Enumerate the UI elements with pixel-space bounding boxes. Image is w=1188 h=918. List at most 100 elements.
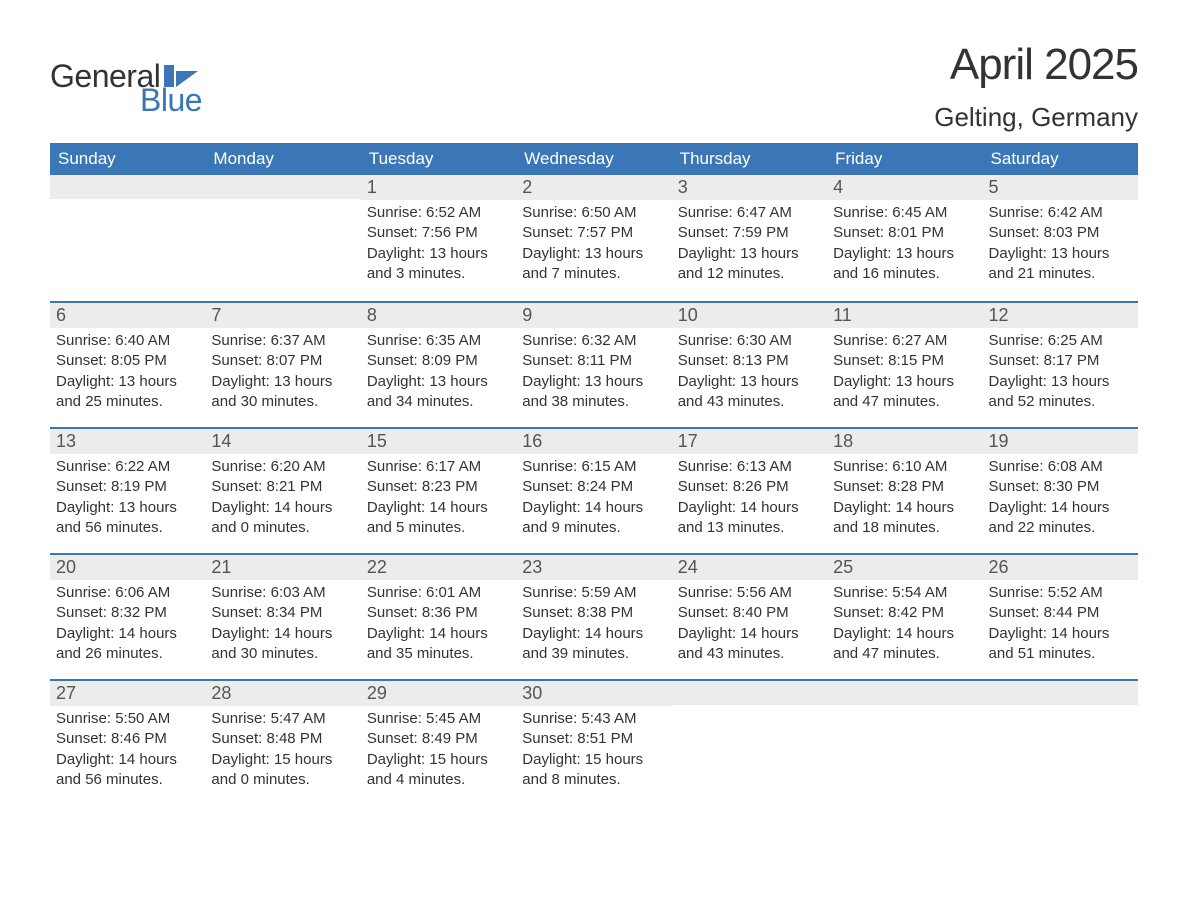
- day-number: 3: [672, 175, 827, 200]
- sunrise-text: Sunrise: 6:35 AM: [367, 331, 510, 351]
- day-number: 7: [205, 303, 360, 328]
- day-number: 5: [983, 175, 1138, 200]
- day-number: 19: [983, 429, 1138, 454]
- sunrise-text: Sunrise: 6:50 AM: [522, 203, 665, 223]
- sunrise-text: Sunrise: 5:47 AM: [211, 709, 354, 729]
- daylight-text: Daylight: 14 hours and 18 minutes.: [833, 498, 976, 539]
- sunset-text: Sunset: 8:03 PM: [989, 223, 1132, 243]
- day-header: Tuesday: [361, 143, 516, 175]
- sunset-text: Sunset: 8:05 PM: [56, 351, 199, 371]
- sunrise-text: Sunrise: 5:56 AM: [678, 583, 821, 603]
- day-header: Sunday: [50, 143, 205, 175]
- sunrise-text: Sunrise: 6:25 AM: [989, 331, 1132, 351]
- sunset-text: Sunset: 8:24 PM: [522, 477, 665, 497]
- day-number: 26: [983, 555, 1138, 580]
- day-cell: 3 Sunrise: 6:47 AMSunset: 7:59 PMDaylight…: [672, 175, 827, 301]
- day-number: 16: [516, 429, 671, 454]
- day-cell: 22Sunrise: 6:01 AMSunset: 8:36 PMDayligh…: [361, 555, 516, 679]
- daylight-text: Daylight: 14 hours and 9 minutes.: [522, 498, 665, 539]
- day-number: [672, 681, 827, 705]
- sunset-text: Sunset: 7:56 PM: [367, 223, 510, 243]
- day-cell: 21Sunrise: 6:03 AMSunset: 8:34 PMDayligh…: [205, 555, 360, 679]
- day-cell: 18Sunrise: 6:10 AMSunset: 8:28 PMDayligh…: [827, 429, 982, 553]
- sunset-text: Sunset: 8:36 PM: [367, 603, 510, 623]
- week-row: 13 Sunrise: 6:22 AMSunset: 8:19 PMDayligh…: [50, 427, 1138, 553]
- day-cell: 26Sunrise: 5:52 AMSunset: 8:44 PMDayligh…: [983, 555, 1138, 679]
- sunrise-text: Sunrise: 6:10 AM: [833, 457, 976, 477]
- day-number: 8: [361, 303, 516, 328]
- day-body: Sunrise: 6:40 AMSunset: 8:05 PMDaylight:…: [54, 331, 201, 412]
- day-body: Sunrise: 6:30 AMSunset: 8:13 PMDaylight:…: [676, 331, 823, 412]
- day-number: 10: [672, 303, 827, 328]
- week-row: 1Sunrise: 6:52 AMSunset: 7:56 PMDaylight…: [50, 175, 1138, 301]
- sunrise-text: Sunrise: 6:08 AM: [989, 457, 1132, 477]
- day-number: 4: [827, 175, 982, 200]
- day-cell: 29Sunrise: 5:45 AMSunset: 8:49 PMDayligh…: [361, 681, 516, 805]
- daylight-text: Daylight: 13 hours and 16 minutes.: [833, 244, 976, 285]
- daylight-text: Daylight: 14 hours and 51 minutes.: [989, 624, 1132, 665]
- day-number: 12: [983, 303, 1138, 328]
- daylight-text: Daylight: 14 hours and 26 minutes.: [56, 624, 199, 665]
- sunrise-text: Sunrise: 6:15 AM: [522, 457, 665, 477]
- day-number: 13: [50, 429, 205, 454]
- sunset-text: Sunset: 8:34 PM: [211, 603, 354, 623]
- sunrise-text: Sunrise: 6:42 AM: [989, 203, 1132, 223]
- day-body: Sunrise: 6:20 AMSunset: 8:21 PMDaylight:…: [209, 457, 356, 538]
- sunset-text: Sunset: 8:38 PM: [522, 603, 665, 623]
- sunset-text: Sunset: 8:07 PM: [211, 351, 354, 371]
- day-cell: 28Sunrise: 5:47 AMSunset: 8:48 PMDayligh…: [205, 681, 360, 805]
- day-header: Saturday: [983, 143, 1138, 175]
- sunrise-text: Sunrise: 6:01 AM: [367, 583, 510, 603]
- sunrise-text: Sunrise: 6:37 AM: [211, 331, 354, 351]
- daylight-text: Daylight: 14 hours and 22 minutes.: [989, 498, 1132, 539]
- calendar: Sunday Monday Tuesday Wednesday Thursday…: [50, 143, 1138, 805]
- daylight-text: Daylight: 14 hours and 5 minutes.: [367, 498, 510, 539]
- day-number: [983, 681, 1138, 705]
- day-cell: [50, 175, 205, 301]
- sunrise-text: Sunrise: 5:59 AM: [522, 583, 665, 603]
- day-header: Friday: [827, 143, 982, 175]
- sunset-text: Sunset: 7:59 PM: [678, 223, 821, 243]
- day-body: Sunrise: 6:17 AMSunset: 8:23 PMDaylight:…: [365, 457, 512, 538]
- day-body: Sunrise: 6:47 AMSunset: 7:59 PMDaylight:…: [676, 203, 823, 284]
- day-cell: 30Sunrise: 5:43 AMSunset: 8:51 PMDayligh…: [516, 681, 671, 805]
- day-number: [205, 175, 360, 199]
- day-body: Sunrise: 5:43 AMSunset: 8:51 PMDaylight:…: [520, 709, 667, 790]
- sunset-text: Sunset: 8:49 PM: [367, 729, 510, 749]
- daylight-text: Daylight: 13 hours and 25 minutes.: [56, 372, 199, 413]
- sunrise-text: Sunrise: 6:32 AM: [522, 331, 665, 351]
- day-body: Sunrise: 6:27 AMSunset: 8:15 PMDaylight:…: [831, 331, 978, 412]
- sunset-text: Sunset: 8:09 PM: [367, 351, 510, 371]
- day-body: Sunrise: 5:50 AMSunset: 8:46 PMDaylight:…: [54, 709, 201, 790]
- daylight-text: Daylight: 14 hours and 0 minutes.: [211, 498, 354, 539]
- sunrise-text: Sunrise: 5:54 AM: [833, 583, 976, 603]
- day-cell: [672, 681, 827, 805]
- daylight-text: Daylight: 14 hours and 35 minutes.: [367, 624, 510, 665]
- sunset-text: Sunset: 8:28 PM: [833, 477, 976, 497]
- daylight-text: Daylight: 13 hours and 30 minutes.: [211, 372, 354, 413]
- day-body: Sunrise: 6:22 AMSunset: 8:19 PMDaylight:…: [54, 457, 201, 538]
- sunset-text: Sunset: 8:26 PM: [678, 477, 821, 497]
- day-cell: [983, 681, 1138, 805]
- day-cell: 2Sunrise: 6:50 AMSunset: 7:57 PMDaylight…: [516, 175, 671, 301]
- sunrise-text: Sunrise: 6:03 AM: [211, 583, 354, 603]
- day-cell: 25Sunrise: 5:54 AMSunset: 8:42 PMDayligh…: [827, 555, 982, 679]
- day-cell: 16 Sunrise: 6:15 AMSunset: 8:24 PMDayligh…: [516, 429, 671, 553]
- daylight-text: Daylight: 13 hours and 38 minutes.: [522, 372, 665, 413]
- day-number: 23: [516, 555, 671, 580]
- sunset-text: Sunset: 8:13 PM: [678, 351, 821, 371]
- day-number: 28: [205, 681, 360, 706]
- daylight-text: Daylight: 15 hours and 4 minutes.: [367, 750, 510, 791]
- sunrise-text: Sunrise: 6:13 AM: [678, 457, 821, 477]
- day-body: Sunrise: 6:13 AMSunset: 8:26 PMDaylight:…: [676, 457, 823, 538]
- day-number: 29: [361, 681, 516, 706]
- sunset-text: Sunset: 8:40 PM: [678, 603, 821, 623]
- day-body: Sunrise: 6:32 AMSunset: 8:11 PMDaylight:…: [520, 331, 667, 412]
- day-cell: 8Sunrise: 6:35 AMSunset: 8:09 PMDaylight…: [361, 303, 516, 427]
- daylight-text: Daylight: 15 hours and 0 minutes.: [211, 750, 354, 791]
- daylight-text: Daylight: 14 hours and 30 minutes.: [211, 624, 354, 665]
- day-number: 1: [361, 175, 516, 200]
- sunset-text: Sunset: 8:44 PM: [989, 603, 1132, 623]
- day-cell: 10 Sunrise: 6:30 AMSunset: 8:13 PMDayligh…: [672, 303, 827, 427]
- day-number: 17: [672, 429, 827, 454]
